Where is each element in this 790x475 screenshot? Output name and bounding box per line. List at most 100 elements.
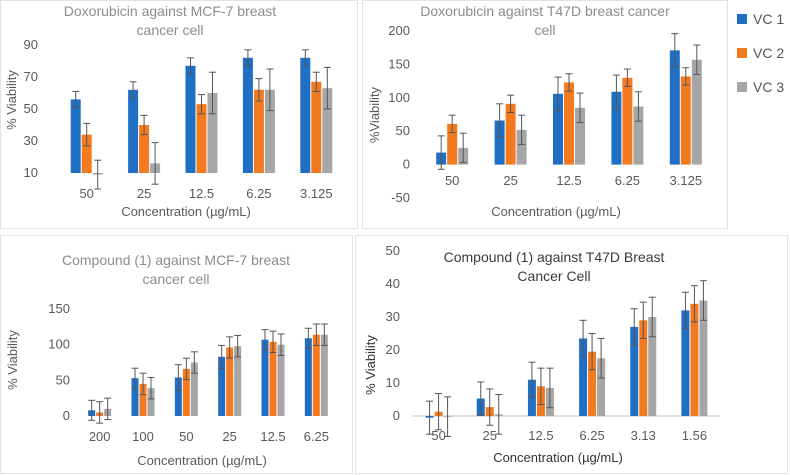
chart-4-ytick: 10: [386, 375, 400, 390]
bar-vc2: [505, 103, 516, 165]
chart-4-title-line-2: Cancer Cell: [517, 268, 590, 284]
bar-vc1: [185, 65, 196, 173]
chart-2-xtick: 50: [445, 173, 459, 188]
chart-3-ytick: 150: [48, 301, 70, 316]
bar-vc3: [234, 346, 242, 416]
chart-2-ylabel: %Viability: [367, 86, 382, 143]
chart-1-xtick: 25: [137, 186, 151, 201]
bar-vc3: [691, 59, 702, 165]
bar-vc2: [269, 341, 277, 416]
bar-vc3: [699, 300, 708, 416]
bar-vc3: [190, 362, 198, 416]
bar-vc2: [622, 77, 633, 165]
bar-vc1: [218, 356, 226, 416]
panel-frame-3: [0, 235, 353, 474]
chart-1-ytick: 10: [24, 165, 38, 180]
chart-3: 0 50 100 150 200 100 50 25 12.5 6.25: [48, 301, 329, 444]
bar-vc1: [527, 379, 536, 416]
bar-vc1: [553, 93, 563, 165]
chart-2-ytick: 100: [388, 90, 410, 105]
bar-vc1: [579, 338, 588, 416]
chart-3-xtick: 12.5: [260, 429, 285, 444]
panel-frame-4: [355, 235, 788, 474]
panel-frame-1: [0, 0, 358, 229]
bar-vc3: [648, 317, 657, 416]
bar-vc1: [242, 57, 253, 173]
bar-vc3: [277, 344, 285, 416]
chart-4-ytick: 50: [386, 243, 400, 258]
bar-vc3: [147, 388, 155, 416]
chart-3-xtick: 100: [132, 429, 154, 444]
chart-1-xtick: 12.5: [189, 186, 214, 201]
chart-1-xtick: 3.125: [300, 186, 333, 201]
bar-vc1: [128, 89, 139, 173]
chart-4-ytick: 40: [386, 276, 400, 291]
bar-vc2: [196, 104, 207, 173]
chart-4-xtick: 3.13: [631, 428, 656, 443]
chart-1-ytick: 30: [24, 133, 38, 148]
chart-4: 0 10 20 30 40 50 50 25 12.5 6.25 3.13 1.56: [386, 243, 720, 443]
chart-1-ytick: 90: [24, 37, 38, 52]
bar-vc1: [304, 338, 312, 416]
chart-3-title-line-2: cancer cell: [143, 271, 210, 287]
legend: VC 1 VC 2 VC 3: [737, 11, 784, 95]
bar-vc2: [139, 125, 150, 173]
bar-vc2: [447, 123, 458, 165]
chart-3-title-line-1: Compound (1) against MCF-7 breast: [62, 252, 290, 268]
chart-4-xtick: 1.56: [682, 428, 707, 443]
chart-3-xtick: 50: [179, 429, 193, 444]
bar-vc3: [575, 107, 585, 165]
bar-vc3: [516, 129, 527, 165]
chart-3-ytick: 50: [56, 372, 70, 387]
bar-vc1: [611, 91, 622, 165]
bar-vc3: [264, 89, 275, 173]
chart-2-ytick: 0: [403, 157, 410, 172]
chart-2-title-line-1: Doxorubicin against T47D breast cancer: [420, 3, 670, 19]
chart-2-xtick: 6.25: [615, 173, 640, 188]
legend-label-vc2: VC 2: [753, 45, 784, 61]
chart-2-xlabel: Concentration (µg/mL): [491, 204, 621, 219]
bar-vc1: [630, 326, 639, 416]
bar-vc3: [633, 106, 644, 165]
bar-vc2: [690, 303, 699, 416]
chart-3-ylabel: % Viability: [5, 330, 20, 390]
legend-swatch-vc3: [737, 82, 747, 92]
chart-1: 10 30 50 70 90 50 25 12.5 6.25 3.125: [24, 37, 333, 201]
chart-3-xtick: 25: [222, 429, 236, 444]
chart-4-ytick: 30: [386, 309, 400, 324]
chart-4-title: Compound (1) against T47D Breast Cancer …: [444, 249, 665, 284]
legend-label-vc1: VC 1: [753, 11, 784, 27]
bar-vc1: [300, 57, 311, 173]
chart-3-xlabel: Concentration (µg/mL): [137, 453, 267, 468]
bar-vc2: [253, 89, 264, 173]
chart-1-ylabel: % Viability: [4, 70, 19, 130]
bar-vc1: [681, 310, 690, 416]
chart-1-ytick: 50: [24, 101, 38, 116]
chart-2-title: Doxorubicin against T47D breast cancer c…: [420, 3, 670, 38]
bar-vc2: [564, 82, 574, 165]
chart-1-title-line-1: Doxorubicin against MCF-7 breast: [64, 3, 277, 19]
chart-1-ytick: 70: [24, 69, 38, 84]
bar-vc2: [81, 134, 92, 173]
bar-vc2: [588, 351, 597, 416]
bar-vc3: [320, 334, 328, 416]
chart-1-title-line-2: cancer cell: [137, 22, 204, 38]
bar-vc3: [207, 93, 218, 173]
chart-4-xtick: 50: [431, 428, 445, 443]
chart-4-xtick: 25: [483, 428, 497, 443]
bar-vc1: [494, 120, 505, 165]
chart-4-title-line-1: Compound (1) against T47D Breast: [444, 249, 665, 265]
chart-2-ytick: -50: [391, 190, 410, 205]
chart-2-xtick: 25: [503, 173, 517, 188]
chart-3-title: Compound (1) against MCF-7 breast cancer…: [62, 252, 290, 287]
bar-vc1: [669, 50, 680, 165]
legend-label-vc3: VC 3: [753, 79, 784, 95]
chart-3-ytick: 100: [48, 337, 70, 352]
chart-1-xlabel: Concentration (µg/mL): [121, 204, 251, 219]
chart-3-xtick: 6.25: [304, 429, 329, 444]
chart-4-ytick: 0: [393, 408, 400, 423]
legend-swatch-vc2: [737, 48, 747, 58]
panel-frame-2: [362, 0, 728, 229]
chart-4-xtick: 6.25: [579, 428, 604, 443]
